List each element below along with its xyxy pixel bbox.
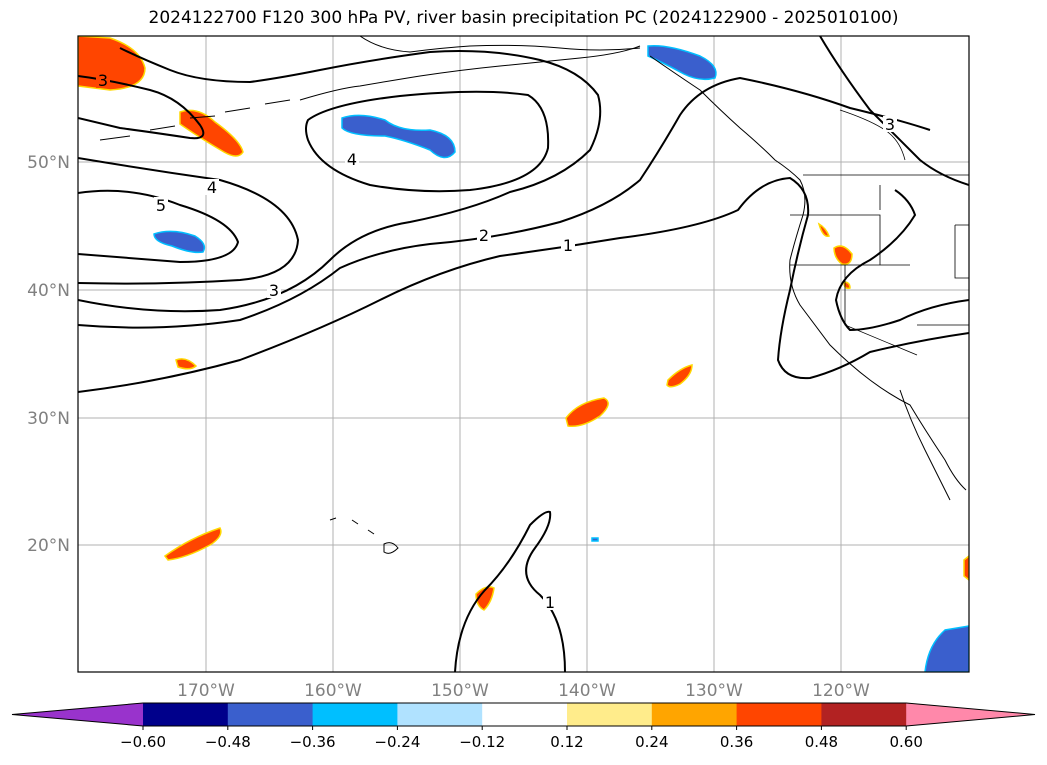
colorbar-tick-label: 0.60 — [889, 733, 922, 751]
precip-patch-negative — [341, 114, 456, 159]
pv-contour-3-east-b — [834, 189, 969, 332]
contour-label: 2 — [479, 226, 489, 245]
colorbar-tick-label: −0.12 — [459, 733, 505, 751]
contour-label: 4 — [207, 178, 217, 197]
lat-label: 30°N — [27, 409, 70, 429]
precip-patch-positive — [833, 245, 853, 266]
pv-contour-4-central — [305, 90, 550, 193]
political-borders — [790, 109, 969, 356]
colorbar-tick-label: 0.48 — [805, 733, 838, 751]
colorbar-tick-label: −0.48 — [205, 733, 251, 751]
precip-patch-positive — [475, 586, 495, 611]
precip-patch-negative — [647, 44, 717, 81]
aleutian-islands — [99, 99, 291, 141]
precip-patch-positive — [163, 527, 222, 561]
bc-coastline — [649, 55, 806, 216]
precip-patch-positive — [843, 281, 851, 290]
contour-label: 1 — [545, 593, 555, 612]
contour-labels: 3 5 4 4 3 2 1 1 3 — [96, 71, 897, 612]
precip-patch-positive — [78, 36, 146, 91]
colorbar: −0.60 −0.48 −0.36 −0.24 −0.12 0.12 0.24 0.36 0.4… — [11, 702, 1036, 751]
pv-contour-1-south — [454, 510, 566, 672]
precip-patch-positive — [666, 364, 693, 388]
colorbar-segment — [397, 703, 483, 726]
lat-label: 50°N — [27, 153, 70, 173]
contour-label: 4 — [347, 150, 357, 169]
lon-label: 150°W — [431, 681, 489, 701]
hawaii-islands — [329, 517, 399, 554]
colorbar-tick-label: −0.36 — [290, 733, 336, 751]
west-coastline — [789, 214, 967, 491]
state-borders — [790, 185, 969, 356]
pv-contours — [78, 36, 969, 672]
lon-label: 130°W — [685, 681, 743, 701]
map-gridlines — [78, 36, 969, 672]
colorbar-extend-low — [12, 703, 143, 726]
precip-patch-negative — [591, 537, 599, 542]
contour-label: 5 — [156, 196, 166, 215]
lat-label: 40°N — [27, 281, 70, 301]
colorbar-segment — [736, 703, 822, 726]
precip-patches — [153, 44, 969, 672]
colorbar-tick-label: 0.24 — [635, 733, 668, 751]
map-frame — [77, 35, 970, 673]
alaska-coastline — [359, 36, 641, 53]
contour-label: 3 — [885, 115, 895, 134]
precip-patch-positive — [179, 109, 244, 157]
precip-patch-negative — [153, 230, 206, 254]
contour-label: 3 — [98, 71, 108, 90]
contour-label: 3 — [269, 281, 279, 300]
lat-label: 20°N — [27, 536, 70, 556]
colorbar-segment — [227, 703, 314, 726]
alaska-coastline — [299, 45, 641, 101]
lon-label: 120°W — [812, 681, 870, 701]
contour-label: 1 — [563, 236, 573, 255]
colorbar-segment — [312, 703, 398, 726]
pv-contour-5 — [78, 189, 240, 264]
colorbar-tick-label: 0.36 — [720, 733, 753, 751]
pv-contour-3-main — [78, 47, 602, 313]
latitude-labels: 50°N 40°N 30°N 20°N — [27, 153, 70, 556]
colorbar-tick-label: −0.60 — [120, 733, 166, 751]
coastlines — [99, 36, 967, 554]
colorbar-segment — [651, 703, 738, 726]
colorbar-segment — [821, 703, 907, 726]
figure-title: 2024122700 F120 300 hPa PV, river basin … — [148, 8, 899, 28]
colorbar-segment — [143, 703, 229, 726]
colorbar-tick-label: −0.24 — [374, 733, 420, 751]
precip-patch-positive — [817, 222, 830, 237]
colorbar-extend-high — [906, 703, 1035, 726]
precip-patch-positive — [565, 397, 609, 428]
pv-contour-1 — [78, 176, 969, 393]
lon-label: 170°W — [177, 681, 235, 701]
longitude-labels: 170°W 160°W 150°W 140°W 130°W 120°W — [177, 681, 870, 701]
baja-coastline — [899, 389, 951, 501]
colorbar-tick-label: 0.12 — [550, 733, 583, 751]
colorbar-segment — [482, 703, 568, 726]
lon-label: 160°W — [304, 681, 362, 701]
pv-contour-2 — [78, 76, 931, 329]
precip-patch-negative — [924, 625, 969, 672]
colorbar-segment — [567, 703, 653, 726]
precip-patch-positive — [175, 358, 198, 370]
lon-label: 140°W — [558, 681, 616, 701]
precip-patch-positive — [963, 555, 969, 581]
pv-contour-3-nw — [78, 75, 205, 140]
pv-contour-4-west — [78, 157, 300, 285]
precip-patches — [78, 36, 969, 611]
